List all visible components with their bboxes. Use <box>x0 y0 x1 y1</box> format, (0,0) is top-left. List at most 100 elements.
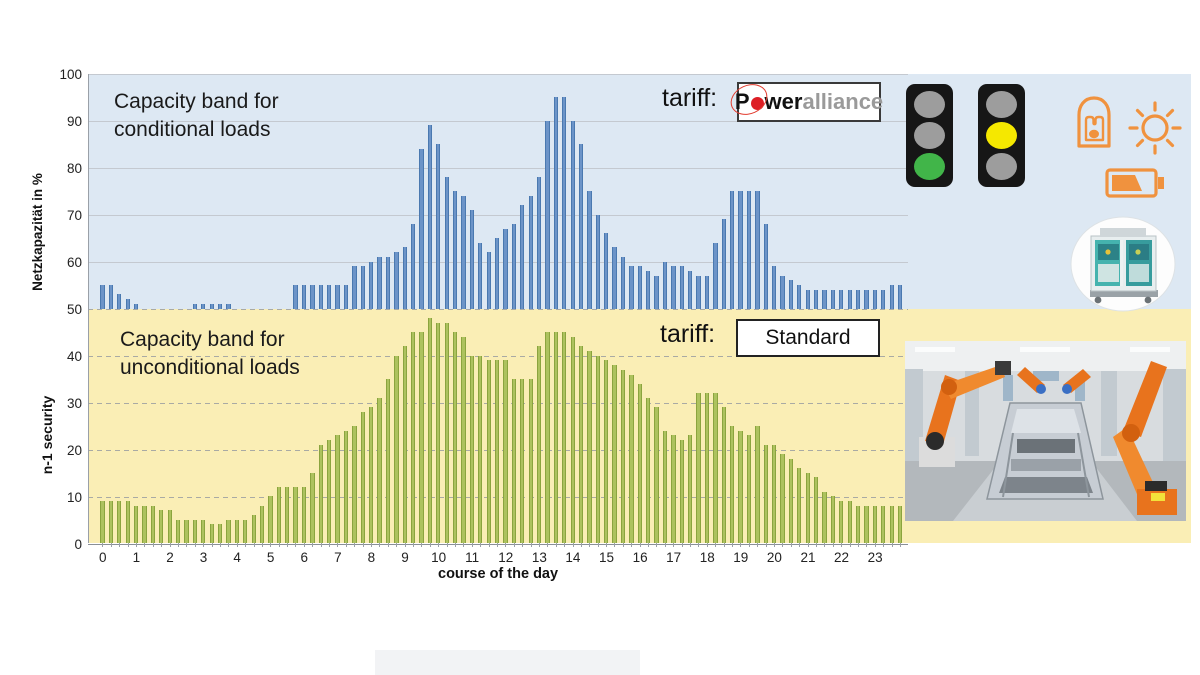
blue-band-title-line2: conditional loads <box>114 118 271 141</box>
conditional-load-bar <box>444 176 449 309</box>
unconditional-load-bar <box>536 346 542 543</box>
conditional-load-bar <box>360 266 365 309</box>
car-factory-robots-photo <box>905 341 1186 521</box>
unconditional-load-bar <box>730 426 735 543</box>
conditional-load-bar <box>755 191 760 309</box>
conditional-load-bar <box>746 191 752 309</box>
tariff-label-blue: tariff: <box>662 84 718 112</box>
unconditional-load-bar <box>679 440 684 543</box>
conditional-load-bar <box>696 275 701 309</box>
conditional-load-bar <box>369 261 374 309</box>
conditional-load-bar <box>486 252 491 309</box>
logo-red-dot <box>750 97 764 110</box>
conditional-load-bar <box>343 285 349 309</box>
x-axis-title: course of the day <box>438 566 559 582</box>
unconditional-load-bar <box>259 505 265 543</box>
conditional-load-bar <box>738 191 743 309</box>
conditional-load-bar <box>293 285 298 309</box>
y-tick-label: 60 <box>66 255 82 270</box>
unconditional-load-bar <box>192 519 198 543</box>
y-tick-label: 30 <box>66 396 82 411</box>
unconditional-load-bar <box>646 397 651 543</box>
unconditional-load-bar <box>780 454 785 543</box>
conditional-load-bar <box>100 285 105 309</box>
ev-plug-icon <box>1077 96 1111 148</box>
unconditional-load-bar <box>671 435 676 543</box>
y-tick-label: 40 <box>66 349 82 364</box>
unconditional-load-bar <box>889 505 894 543</box>
unconditional-load-bar <box>133 505 139 543</box>
lamp-red-unlit <box>914 91 945 118</box>
standard-tariff-box: Standard <box>736 319 880 357</box>
conditional-load-bar <box>394 252 399 309</box>
unconditional-load-bar <box>318 444 323 543</box>
conditional-load-bar <box>855 289 861 309</box>
unconditional-load-bar <box>587 351 592 543</box>
x-tick-label: 4 <box>233 550 241 565</box>
x-tick-label: 18 <box>699 550 715 565</box>
x-tick-label: 0 <box>99 550 107 565</box>
unconditional-load-bar <box>335 435 340 543</box>
unconditional-load-bar <box>872 505 878 543</box>
battery-icon <box>1105 168 1164 198</box>
unconditional-load-bar <box>604 360 609 543</box>
sun-icon <box>1128 101 1182 155</box>
conditional-load-bar <box>553 97 559 309</box>
lamp-red-unlit <box>986 91 1017 118</box>
blue-band-title-line1: Capacity band for <box>114 90 279 113</box>
unconditional-load-bar <box>226 519 231 543</box>
conditional-load-bar <box>133 303 139 309</box>
conditional-load-bar <box>117 294 122 309</box>
y-tick-label: 0 <box>74 537 82 552</box>
yellow-band-title: Capacity band for unconditional loads <box>120 326 300 382</box>
conditional-load-bar <box>461 195 466 309</box>
conditional-load-bar <box>411 223 416 309</box>
unconditional-load-bar <box>243 519 248 543</box>
unconditional-load-bar <box>444 323 449 543</box>
unconditional-load-bar <box>167 510 172 543</box>
conditional-load-bar <box>721 219 726 309</box>
unconditional-load-bar <box>847 500 852 543</box>
conditional-load-bar <box>822 289 827 309</box>
unconditional-load-bar <box>360 411 365 543</box>
conditional-load-bar <box>192 303 198 309</box>
unconditional-load-bar <box>478 355 483 543</box>
conditional-load-bar <box>679 266 684 309</box>
unconditional-load-bar <box>108 500 114 543</box>
unconditional-load-bar <box>830 496 836 543</box>
unconditional-load-bar <box>486 360 491 543</box>
x-tick-label: 14 <box>565 550 581 565</box>
unconditional-load-bar <box>411 332 416 543</box>
conditional-load-bar <box>881 289 886 309</box>
unconditional-load-bar <box>125 500 130 543</box>
unconditional-loads-bars <box>88 309 908 543</box>
unconditional-load-bar <box>570 337 575 543</box>
conditional-load-bar <box>604 233 609 309</box>
conditional-load-bar <box>217 303 223 309</box>
y-axis-title-lower: n-1 security <box>39 395 55 475</box>
conditional-load-bar <box>494 238 500 309</box>
unconditional-load-bar <box>511 379 517 543</box>
x-tick-label: 16 <box>632 550 648 565</box>
lamp-green-active <box>914 153 945 180</box>
logo-letter-p: P <box>734 89 750 114</box>
conditional-load-bar <box>637 266 642 309</box>
traffic-light-green-icon <box>906 84 953 187</box>
conditional-load-bar <box>301 285 307 309</box>
conditional-load-bar <box>629 266 634 309</box>
conditional-load-bar <box>310 285 315 309</box>
unconditional-load-bar <box>209 524 214 543</box>
x-tick-label: 6 <box>300 550 309 565</box>
conditional-load-bar <box>646 270 651 309</box>
conditional-load-bar <box>108 285 114 309</box>
lamp-yellow-active <box>986 122 1017 149</box>
y-tick-label: 80 <box>66 161 82 176</box>
unconditional-load-bar <box>301 486 307 543</box>
unconditional-load-bar <box>797 468 802 543</box>
conditional-load-bar <box>536 176 542 309</box>
unconditional-load-bar <box>520 379 525 543</box>
conditional-load-bar <box>327 285 332 309</box>
conditional-load-bar <box>805 289 810 309</box>
x-tick-label: 21 <box>800 550 816 565</box>
